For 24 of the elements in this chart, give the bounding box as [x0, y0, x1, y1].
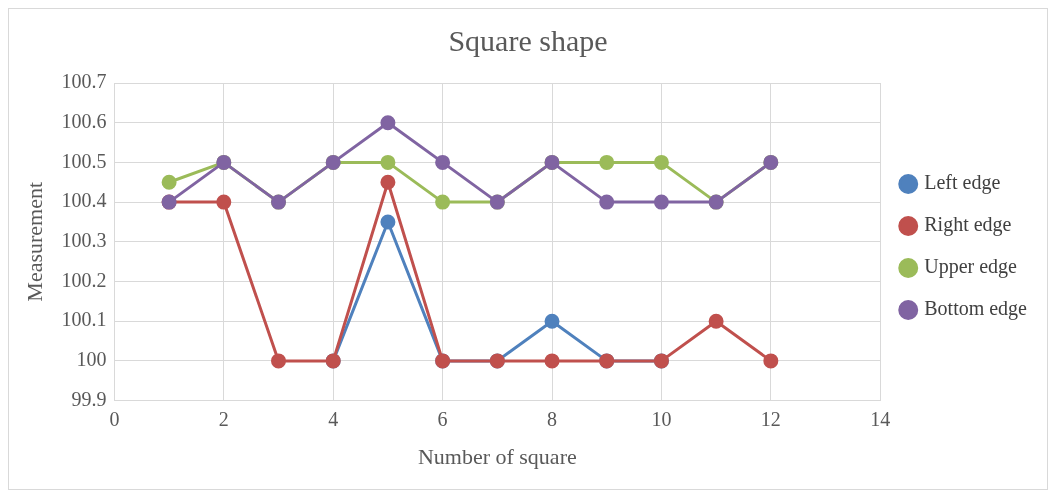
- legend-label: Right edge: [924, 213, 1012, 237]
- y-tick-label: 100: [76, 348, 107, 371]
- x-axis-title: Number of square: [417, 443, 577, 469]
- y-tick-label: 100.3: [61, 229, 107, 252]
- legend-label: Left edge: [924, 171, 1001, 195]
- legend-label: Upper edge: [924, 255, 1018, 279]
- chart-title: Square shape: [448, 23, 608, 57]
- x-tick-label: 6: [437, 407, 448, 430]
- legend-label: Bottom edge: [924, 297, 1028, 321]
- x-tick-label: 4: [328, 407, 339, 430]
- x-tick-label: 14: [870, 407, 891, 430]
- y-axis-title: Measurement: [21, 181, 47, 302]
- y-tick-label: 100.4: [61, 189, 107, 212]
- x-tick-label: 0: [109, 407, 120, 430]
- y-tick-label: 100.5: [61, 149, 107, 172]
- x-tick-label: 8: [547, 407, 558, 430]
- y-tick-label: 100.7: [61, 70, 107, 93]
- x-tick-label: 10: [651, 407, 672, 430]
- y-tick-label: 100.6: [61, 109, 107, 132]
- x-tick-label: 12: [760, 407, 781, 430]
- y-tick-label: 100.2: [61, 268, 107, 291]
- y-tick-label: 100.1: [61, 308, 107, 331]
- x-tick-label: 2: [218, 407, 229, 430]
- y-tick-label: 99.9: [71, 387, 107, 410]
